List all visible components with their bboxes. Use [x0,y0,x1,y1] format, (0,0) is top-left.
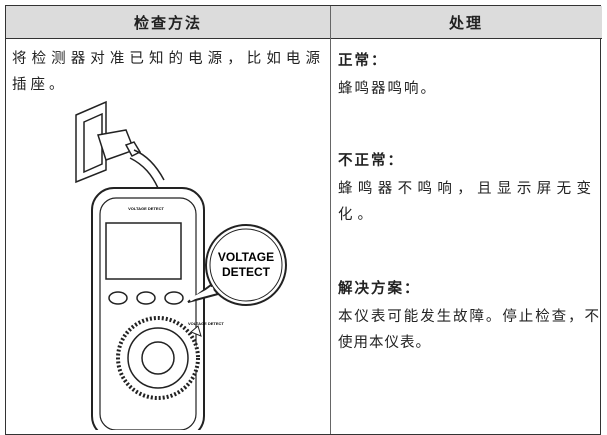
callout-text: VOLTAGE [218,250,274,264]
table: 检查方法 处理 将检测器对准已知的电源，比如电源插座。 正常： 蜂鸣器鸣响。 不… [5,5,602,435]
meter: VOLTAGE DETECT VOLTAGE DETECT [91,187,224,430]
callout-text: DETECT [222,265,271,279]
callout: VOLTAGE DETECT [187,224,287,306]
illustration: VOLTAGE DETECT VOLTAGE DETECT VOLTAGE DE… [75,100,287,430]
column-divider [330,6,331,434]
section-heading: 不正常： [338,153,404,169]
header-cell: 处理 [330,6,602,39]
page: {"header": {"columns": ["检查方法", "处理"]}, … [5,5,602,435]
section-heading: 解决方案： [338,281,421,297]
header-cell: 检查方法 [6,6,330,39]
section-text: 蜂鸣器不鸣响，且显示屏无变化。 [338,181,596,223]
section-text: 本仪表可能发生故障。停止检查，不使用本仪表。 [338,309,600,351]
method-text: 将检测器对准已知的电源，比如电源插座。 [12,51,324,93]
section-heading: 正常： [338,53,388,69]
device-label: VOLTAGE DETECT [128,206,164,211]
plug-icon [75,100,165,189]
section-text: 蜂鸣器鸣响。 [338,81,437,97]
device-label: VOLTAGE DETECT [188,321,224,326]
